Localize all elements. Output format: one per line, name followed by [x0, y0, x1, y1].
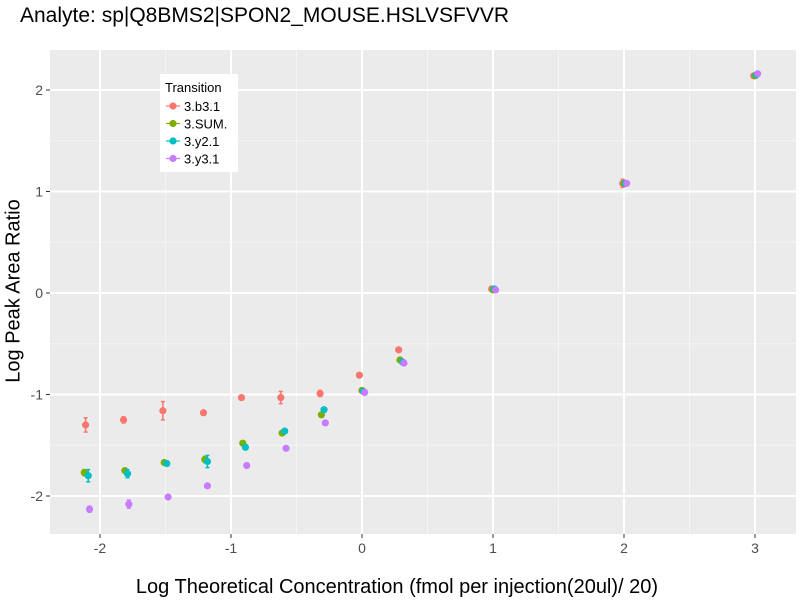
data-point [199, 409, 208, 417]
data-point [281, 427, 289, 435]
x-tick-label: 2 [620, 540, 628, 556]
legend: Transition 3.b3.1 3.SUM. 3.y2.1 3.y3.1 [160, 74, 238, 172]
y-axis-ticks: -2 -1 0 1 2 [31, 82, 50, 504]
data-point [395, 346, 403, 354]
x-tick-label: 0 [358, 540, 366, 556]
x-tick-label: -2 [94, 540, 107, 556]
data-point [400, 359, 408, 367]
data-marks [80, 70, 762, 513]
legend-key-dot [169, 102, 177, 110]
data-point [243, 461, 251, 470]
legend-label: 3.b3.1 [184, 99, 220, 114]
legend-title: Transition [165, 80, 222, 95]
x-tick-label: 3 [751, 540, 759, 556]
x-axis-ticks: -2 -1 0 1 2 3 [94, 534, 759, 556]
x-tick-label: 1 [489, 540, 497, 556]
data-point [85, 505, 94, 513]
legend-label: 3.SUM. [184, 117, 227, 132]
y-tick-label: 2 [35, 82, 43, 98]
data-point [123, 470, 132, 478]
data-point [164, 493, 172, 501]
y-tick-label: -1 [31, 387, 44, 403]
legend-key-dot [169, 137, 177, 145]
data-point [203, 482, 212, 490]
data-point [754, 70, 762, 78]
data-point [492, 286, 500, 294]
data-point [355, 371, 363, 379]
data-point [241, 443, 250, 451]
data-point [237, 393, 246, 402]
data-point [321, 419, 329, 427]
data-point [81, 421, 90, 429]
legend-label: 3.y3.1 [184, 152, 219, 167]
data-point [282, 444, 290, 452]
data-point [125, 500, 133, 508]
data-point [277, 393, 285, 402]
x-tick-label: -1 [225, 540, 238, 556]
chart-title: Analyte: sp|Q8BMS2|SPON2_MOUSE.HSLVSFVVR [20, 4, 510, 27]
data-point [361, 388, 369, 397]
y-tick-label: 1 [35, 184, 43, 200]
data-point [159, 407, 167, 415]
legend-key-dot [169, 154, 177, 163]
y-tick-label: -2 [31, 488, 44, 504]
data-point [623, 179, 631, 187]
data-point [320, 406, 328, 414]
x-axis-label: Log Theoretical Concentration (fmol per … [135, 576, 659, 598]
legend-label: 3.y2.1 [184, 134, 219, 149]
data-point [163, 459, 171, 468]
data-point [84, 472, 92, 480]
data-point [203, 457, 212, 466]
legend-key-dot [169, 119, 177, 128]
data-point [119, 416, 128, 424]
data-point [316, 389, 324, 398]
y-tick-label: 0 [35, 285, 43, 301]
